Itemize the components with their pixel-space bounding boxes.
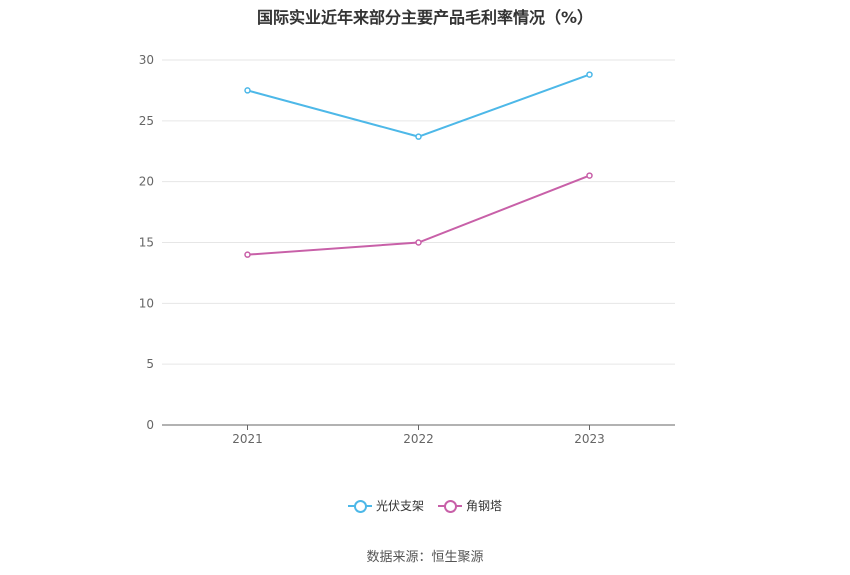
x-tick-label: 2023: [574, 432, 605, 446]
data-point: [586, 172, 593, 179]
y-tick-label: 5: [146, 357, 154, 371]
legend-item-series-1[interactable]: 角钢塔: [438, 497, 502, 514]
data-point: [244, 251, 251, 258]
data-point: [244, 87, 251, 94]
series-layer: [244, 71, 593, 258]
y-tick-label: 30: [139, 53, 154, 67]
data-point: [415, 133, 422, 140]
y-tick-label: 25: [139, 114, 154, 128]
legend-label: 角钢塔: [466, 499, 503, 513]
legend-label: 光伏支架: [375, 499, 424, 513]
data-point: [415, 239, 422, 246]
data-point: [586, 71, 593, 78]
y-tick-label: 10: [139, 296, 154, 310]
legend-item-series-0[interactable]: 光伏支架: [347, 497, 424, 514]
source-note: 数据来源：恒生聚源: [366, 550, 484, 565]
y-tick-label: 15: [139, 236, 154, 250]
x-tick-label: 2022: [403, 432, 434, 446]
y-tick-label: 20: [139, 175, 154, 189]
series-line-0: [247, 73, 590, 138]
axis-layer: 0 5 10 15 20 25 30 2021 2022 2023: [139, 53, 675, 446]
x-tick-label: 2021: [232, 432, 263, 446]
y-tick-label: 0: [146, 418, 154, 432]
grid-layer: [162, 59, 675, 365]
legend: 光伏支架 角钢塔: [0, 497, 850, 514]
legend-marker-icon: [347, 499, 372, 513]
legend-marker-icon: [438, 499, 462, 513]
chart-title: 国际实业近年来部分主要产品毛利率情况（%）: [256, 8, 594, 27]
